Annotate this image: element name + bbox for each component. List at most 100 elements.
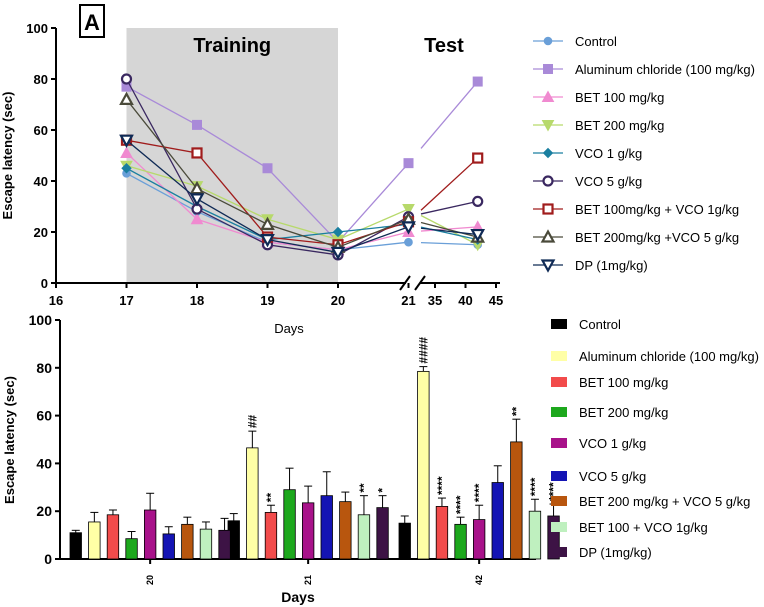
line-point-shape [470,228,486,243]
legend-label: VCO 1 g/kg [579,436,646,451]
legend-item-bet-100-vco-1g-kg: BET 100 + VCO 1g/kg [551,520,708,535]
line-point [191,147,203,159]
line-path-break-right [420,227,478,236]
bar [510,441,523,560]
bar [143,509,157,560]
bar-y-axis-label: Escape latency (sec) [2,376,17,504]
significance-hash: ## [245,414,259,428]
significance-stars: ** [264,493,278,503]
line-point [330,246,346,261]
bar [125,538,138,560]
line-path-break-right [420,226,478,232]
line-x-tick-label: 17 [119,293,133,308]
legend-item-bet-200mg-kg-vco-5-g-kg: BET 200mg/kg +VCO 5 g/kg [533,229,739,245]
legend-marker-shape [542,175,554,187]
line-point [192,119,202,130]
line-point-shape [403,158,414,169]
line-y-tick-label: 40 [34,174,48,189]
line-point-shape [260,216,275,230]
line-path-break-right [420,200,478,215]
legend-label: BET 100 mg/kg [575,90,664,105]
bar [435,506,449,560]
line-axes: 0 20 40 60 80 100 16 17 18 19 20 21 35 40 45 [26,21,503,308]
line-point-shape [332,226,344,238]
line-x-tick-label: 40 [458,293,472,308]
line-point-shape [190,212,204,225]
line-point [260,216,275,230]
line-point-shape [262,163,273,174]
bar-y-tick-label: 0 [44,551,52,567]
panel-label: A [84,10,100,35]
line-point [260,234,275,248]
bar [454,523,467,560]
legend-marker [541,90,555,102]
legend-label: DP (1mg/kg) [579,545,652,560]
bar [106,514,120,560]
line-x-tick-label: 20 [331,293,345,308]
bar [398,522,411,560]
line-point [121,163,132,174]
bar-series-vco-1-g-kg: ** ** [143,483,486,560]
legend-swatch [551,547,567,557]
line-point [189,180,205,195]
bar [528,510,542,560]
legend-label: DP (1mg/kg) [575,258,648,273]
legend-item-bet-200-mg-kg-vco-5-g-kg: BET 200 mg/kg + VCO 5 g/kg [551,494,750,509]
legend-item-bet-200-mg-kg: BET 200 mg/kg [551,405,668,420]
legend-marker [543,64,553,74]
legend-label: VCO 5 g/kg [579,469,646,484]
legend-item-vco-1-g-kg: VCO 1 g/kg [551,436,646,451]
training-shaded-region [126,28,338,283]
line-point-shape [472,152,484,164]
legend-marker [542,147,554,159]
line-point-shape [401,221,416,235]
bar-legend: Control Aluminum chloride (100 mg/kg) BET … [551,317,759,560]
bar [339,501,352,560]
region-label-test: Test [424,35,464,57]
legend-marker [542,175,554,187]
line-point [470,228,486,243]
bar-series-group: ######****************** ***** **** [69,337,561,560]
region-label-training: Training [193,35,271,57]
legend-marker-shape [540,229,556,243]
legend-label: Control [579,317,621,332]
line-x-tick-label: 18 [190,293,204,308]
bar-series-aluminum-chloride-100-mg-kg: ###### [88,337,430,560]
legend-marker-shape [543,36,553,46]
bar-y-tick-label: 40 [36,455,52,471]
line-point [120,146,133,158]
line-point [190,212,204,225]
line-series-group [119,73,486,261]
line-y-tick-label: 0 [41,276,48,291]
line-point-shape [119,91,134,106]
bar-y-tick-label: 20 [36,503,52,519]
line-legend: Control Aluminum chloride (100 mg/kg) BET … [533,34,755,273]
bar [491,482,504,560]
line-x-tick-label: 45 [489,293,503,308]
legend-label: Aluminum chloride (100 mg/kg) [575,62,755,77]
legend-label: BET 200 mg/kg [579,405,668,420]
line-x-tick-label: 19 [260,293,274,308]
legend-label: BET 100 mg/kg [579,375,668,390]
line-point [189,193,205,207]
legend-label: BET 200 mg/kg [575,118,664,133]
line-point [119,134,134,148]
line-point-shape [189,180,205,195]
legend-item-vco-5-g-kg: VCO 5 g/kg [533,174,642,189]
bar-x-axis-label: Days [281,589,315,605]
bar [181,523,194,560]
line-point-shape [120,73,133,85]
legend-marker-shape [542,147,554,159]
line-y-tick-label: 80 [34,72,48,87]
line-y-tick-label: 100 [26,21,48,36]
bar [320,495,333,560]
legend-item-aluminum-chloride-100-mg-kg: Aluminum chloride (100 mg/kg) [533,62,755,77]
bar [264,511,278,560]
legend-marker-shape [543,64,553,74]
legend-swatch [551,496,567,506]
bar-series-dp-1mg-kg: * **** [218,482,561,560]
legend-label: BET 200mg/kg +VCO 5 g/kg [575,230,739,245]
bar-x-tick-label: 20 [145,575,155,585]
